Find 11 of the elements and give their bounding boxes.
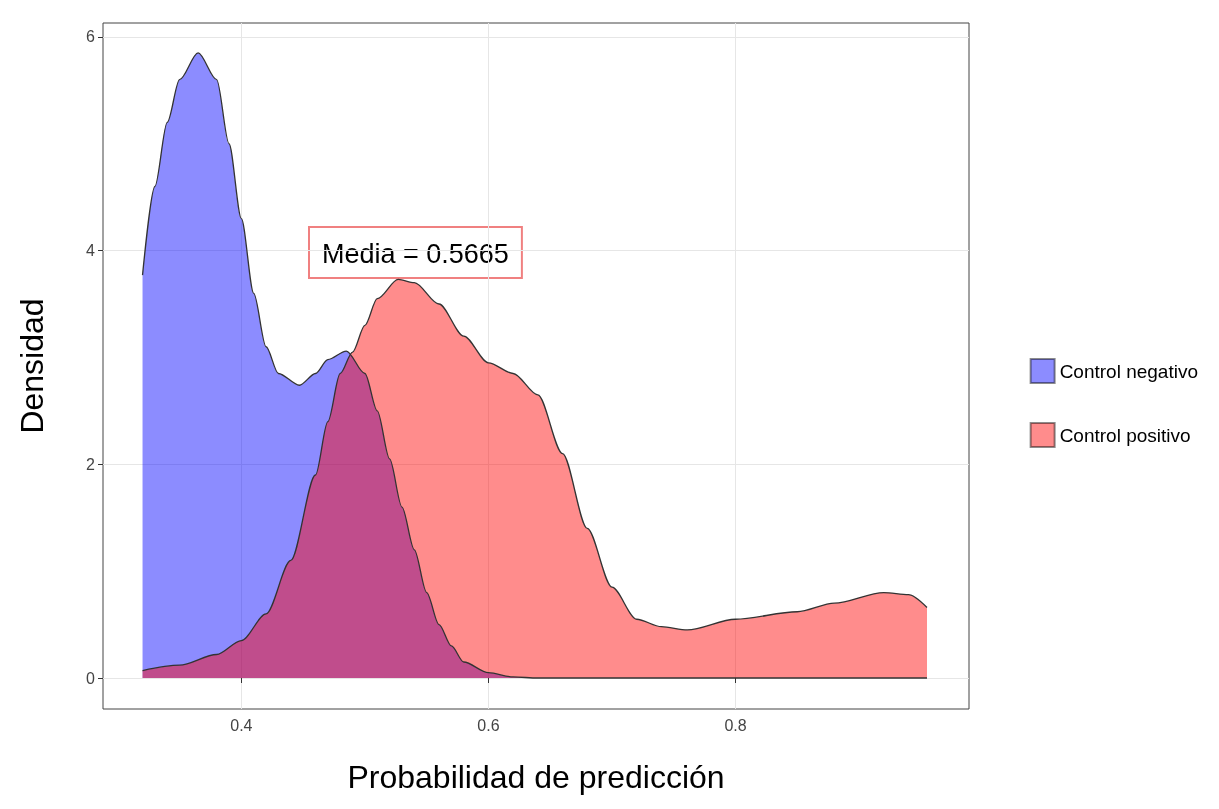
y-tick-label: 2 bbox=[86, 455, 96, 473]
y-tick-label: 4 bbox=[86, 242, 96, 260]
x-tick-label: 0.4 bbox=[230, 716, 253, 734]
legend-label: Control negativo bbox=[1059, 360, 1199, 382]
y-tick-label: 0 bbox=[86, 669, 96, 687]
x-axis-title: Probabilidad de predicción bbox=[347, 759, 725, 795]
x-tick-label: 0.6 bbox=[477, 716, 500, 734]
x-tick-label: 0.8 bbox=[724, 716, 747, 734]
y-tick-label: 6 bbox=[86, 28, 96, 46]
legend-label: Control positivo bbox=[1059, 424, 1191, 446]
y-axis-title: Densidad bbox=[14, 298, 50, 434]
